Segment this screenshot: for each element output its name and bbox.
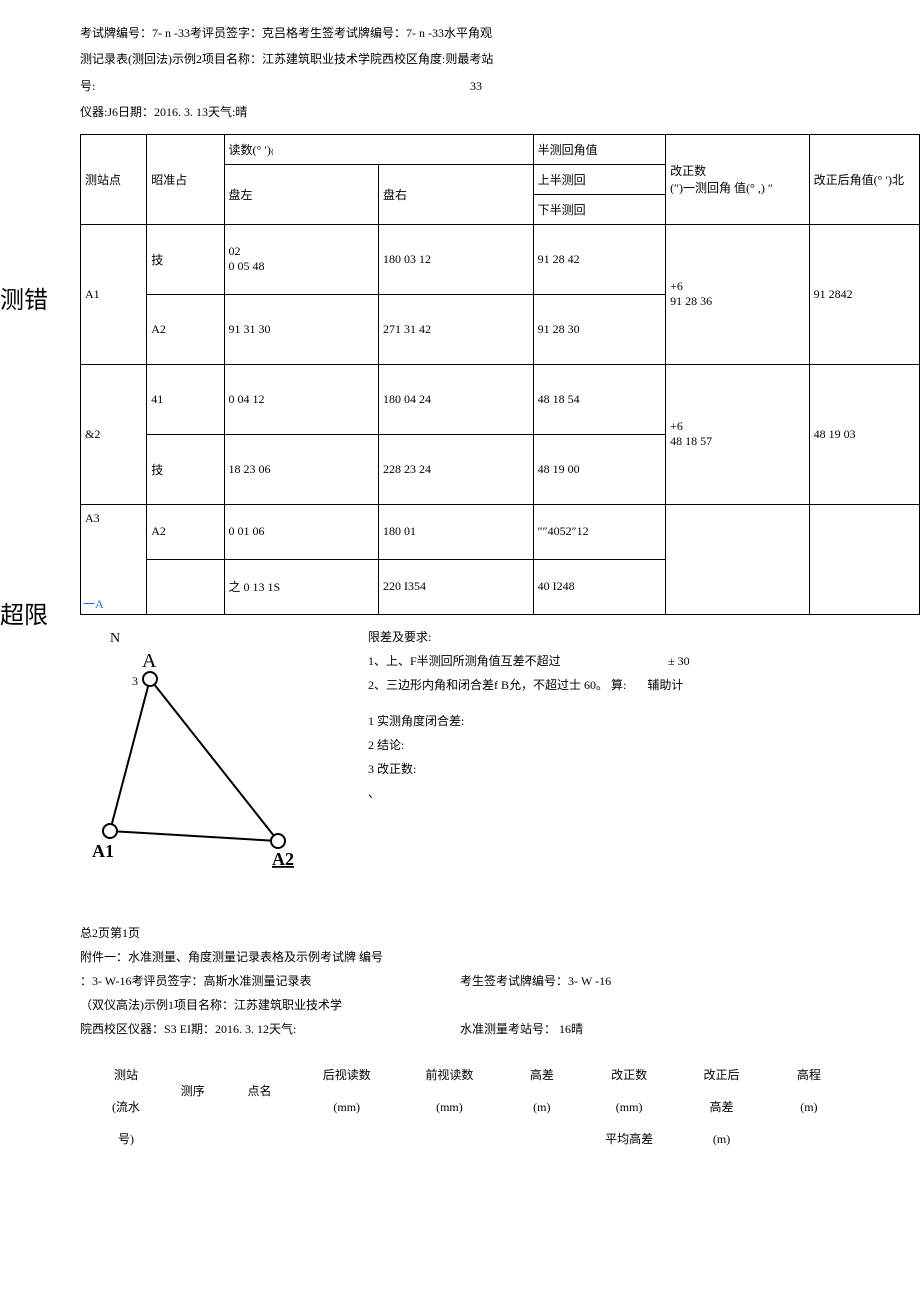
lvl-h2-c1: (流水 (90, 1091, 162, 1123)
svg-text:A2: A2 (272, 849, 294, 869)
lvl-h-back: 后视读数 (295, 1059, 398, 1091)
table-cell: 271 31 42 (379, 294, 534, 364)
lvl-h-point: 点名 (224, 1059, 296, 1123)
header-line-2: 测记录表(测回法)示例2项目名称：江苏建筑职业技术学院西校区角度:则最考站 (80, 46, 920, 72)
table-cell (809, 504, 919, 614)
attachment-line-4-right: 水准测量考站号： 16晴 (460, 1017, 583, 1041)
table-cell: 48 18 54 (533, 364, 665, 434)
calc-item-3: 3 改正数: (368, 757, 920, 781)
table-cell: A2 (147, 294, 224, 364)
header-line-3-left: 号: (80, 79, 95, 93)
table-cell: 228 23 24 (379, 434, 534, 504)
table-cell: 0 04 12 (224, 364, 379, 434)
svg-text:3: 3 (132, 674, 138, 688)
th-station: 测站点 (81, 134, 147, 224)
requirements-title: 限差及要求: (368, 625, 920, 649)
side-label-measure-error: 测错 (0, 280, 48, 315)
lvl-h2-c9: (m) (768, 1091, 850, 1123)
table-cell: 02 0 05 48 (224, 224, 379, 294)
lvl-h2-c5: (mm) (398, 1091, 501, 1123)
leveling-table-header: 测站 测序 点名 后视读数 前视读数 高差 改正数 改正后 高程 (流水 (mm… (90, 1059, 850, 1155)
table-cell: +6 48 18 57 (666, 364, 810, 504)
calc-item-2: 2 结论: (368, 733, 920, 757)
table-cell (666, 504, 810, 614)
table-cell: 之 0 13 1S (224, 559, 379, 614)
table-cell: ″″4052″12 (533, 504, 665, 559)
table-cell: A2 (147, 504, 224, 559)
table-cell (147, 559, 224, 614)
header-line-3-right: 33 (470, 73, 482, 99)
table-cell: 91 31 30 (224, 294, 379, 364)
side-label-exceed-limit: 超限 (0, 595, 48, 630)
attachment-line-4-left: 院西校区仪器：S3 EI期：2016. 3. 12天气: (80, 1022, 296, 1036)
lvl-h-order: 测序 (162, 1059, 224, 1123)
th-disc-left: 盘左 (224, 164, 379, 224)
th-correction: 改正数 (″)一测回角 值(° ,) ″ (666, 134, 810, 224)
lvl-h-front: 前视读数 (398, 1059, 501, 1091)
table-cell: 91 2842 (809, 224, 919, 364)
lvl-h2-c6: (m) (501, 1091, 583, 1123)
angle-observation-table: 测站点 昭准占 读数(° ′)₍ 半测回角值 改正数 (″)一测回角 值(° ,… (80, 134, 920, 615)
cell-station-a2: &2 (81, 364, 147, 504)
lvl-h2-c4: (mm) (295, 1091, 398, 1123)
lvl-h3-c1: 号) (90, 1123, 162, 1155)
svg-text:A1: A1 (92, 841, 114, 861)
attachment-line-2-right: 考生签考试牌编号：3- W -16 (460, 969, 611, 993)
cell-station-a1: A1 (81, 224, 147, 364)
attachment-line-1: 附件一：水准测量、角度测量记录表格及示例考试牌 编号 (80, 945, 920, 969)
table-cell: 18 23 06 (224, 434, 379, 504)
table-cell: 180 01 (379, 504, 534, 559)
th-half-up: 上半测回 (533, 164, 665, 194)
requirement-2: 2、三边形内角和闭合差f B允，不超过士 60。 算: (368, 678, 626, 692)
table-cell: 41 (147, 364, 224, 434)
table-cell: 180 04 24 (379, 364, 534, 434)
lvl-h2-c8: 高差 (675, 1091, 767, 1123)
lvl-h-diff: 高差 (501, 1059, 583, 1091)
table-cell: 180 03 12 (379, 224, 534, 294)
lvl-h-after: 改正后 (675, 1059, 767, 1091)
page-count-note: 总2页第1页 (80, 921, 920, 945)
lvl-h2-c7: (mm) (583, 1091, 675, 1123)
north-letter: N (110, 631, 360, 647)
table-cell: 技 (147, 224, 224, 294)
th-readings: 读数(° ′)₍ (224, 134, 533, 164)
calc-item-1: 1 实测角度闭合差: (368, 709, 920, 733)
table-cell: 48 19 00 (533, 434, 665, 504)
attachment-line-2-left: ：3- W-16考评员签字：高斯水准测量记录表 (80, 974, 311, 988)
table-cell: 48 19 03 (809, 364, 919, 504)
lvl-h-corr: 改正数 (583, 1059, 675, 1091)
th-half-down: 下半测回 (533, 194, 665, 224)
table-cell: +6 91 28 36 (666, 224, 810, 364)
th-final: 改正后角值(° ′)北 (809, 134, 919, 224)
table-cell: 40 I248 (533, 559, 665, 614)
th-target: 昭准占 (147, 134, 224, 224)
lvl-h-station: 测站 (90, 1059, 162, 1091)
header-line-4: 仪器:J6日期：2016. 3. 13天气:晴 (80, 99, 920, 125)
lvl-h-elev: 高程 (768, 1059, 850, 1091)
requirement-1: 1、上、F半测回所测角值互差不超过 (368, 654, 561, 668)
th-disc-right: 盘右 (379, 164, 534, 224)
attachment-line-3-left: （双仪高法)示例1项目名称：江苏建筑职业技术学 (80, 998, 342, 1012)
lvl-h3-c7: 平均高差 (583, 1123, 675, 1155)
table-cell: 0 01 06 (224, 504, 379, 559)
header-line-1: 考试牌编号：7- n -33考评员签字：克吕格考生签考试牌编号：7- n -33… (80, 20, 920, 46)
requirement-2-aux: 辅助计 (647, 678, 683, 692)
requirement-1-pm30: ± 30 (668, 649, 690, 673)
table-cell: 91 28 42 (533, 224, 665, 294)
table-cell: 91 28 30 (533, 294, 665, 364)
lvl-h3-c8: (m) (675, 1123, 767, 1155)
table-cell: 技 (147, 434, 224, 504)
cell-station-a3: A3 一A (81, 504, 147, 614)
svg-text:A: A (142, 651, 157, 672)
th-half-val: 半测回角值 (533, 134, 665, 164)
table-cell: 220 I354 (379, 559, 534, 614)
calc-item-4: 、 (368, 781, 920, 805)
triangle-diagram: A3 A1 A2 (80, 651, 320, 871)
